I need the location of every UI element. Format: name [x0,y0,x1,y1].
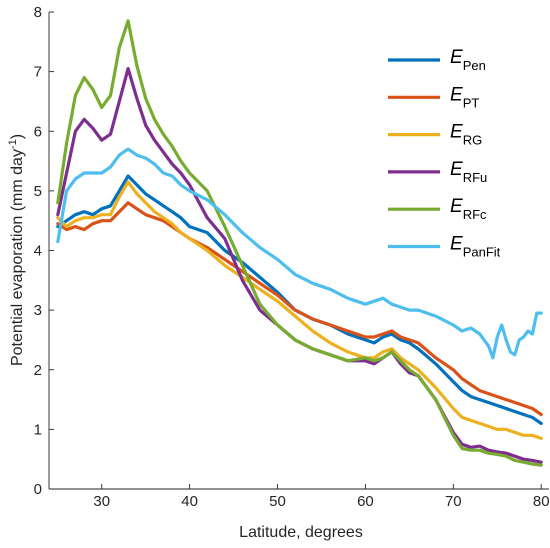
y-tick-label: 3 [34,302,42,319]
y-tick-label: 6 [34,123,42,140]
legend-entry-rfc: ERFc [450,196,487,222]
x-tick-label: 60 [357,493,374,510]
ticks: 30 40 50 60 70 80 0 1 2 3 4 5 6 7 8 [34,4,550,510]
legend-entry-pt: EPT [450,84,479,110]
x-tick-label: 30 [93,493,110,510]
x-tick-label: 50 [269,493,286,510]
y-tick-label: 4 [34,243,42,260]
x-axis-label: Latitude, degrees [239,524,363,541]
x-tick-label: 70 [445,493,462,510]
legend-entry-rg: ERG [450,122,482,148]
y-tick-label: 5 [34,183,42,200]
series-line-rg [56,180,543,440]
legend-entry-rfu: ERFu [450,159,487,185]
legend: EPen EPT ERG ERFu ERFc EPanFit [388,47,501,260]
x-tick-label: 80 [533,493,550,510]
legend-entry-panfit: EPanFit [450,234,501,260]
series-line-rfu [56,67,543,464]
y-tick-label: 7 [34,64,42,81]
series-line-rfc [56,19,543,467]
y-axis-label: Potential evaporation (mm day-1) [7,134,26,366]
series-lines [56,19,543,467]
y-tick-label: 1 [34,421,42,438]
legend-entry-pen: EPen [450,47,486,73]
y-axis-label-sup: -1 [7,139,19,149]
x-tick-label: 40 [181,493,198,510]
series-line-pt [56,201,543,417]
y-axis-label-suffix: ) [9,134,26,139]
y-tick-label: 2 [34,362,42,379]
series-line-panfit [56,147,543,360]
y-tick-label: 0 [34,481,42,498]
y-axis-label-main: Potential evaporation (mm day [9,149,26,366]
y-tick-label: 8 [34,4,42,21]
